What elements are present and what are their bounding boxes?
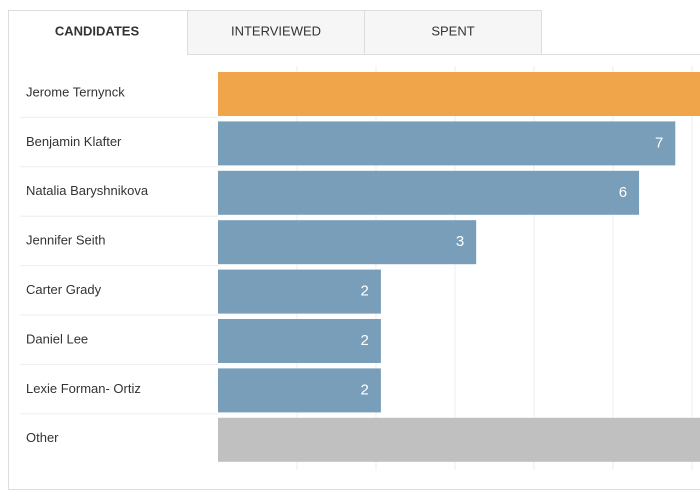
value-label: 2 bbox=[361, 283, 369, 300]
category-label: Natalia Baryshnikova bbox=[26, 183, 149, 198]
tab[interactable] bbox=[364, 10, 542, 55]
tab-label[interactable]: CANDIDATES bbox=[55, 23, 140, 38]
bar bbox=[218, 121, 676, 166]
active-tab-gap bbox=[9, 50, 187, 56]
bar bbox=[218, 417, 700, 462]
value-label: 6 bbox=[619, 184, 627, 201]
bar bbox=[218, 220, 477, 265]
bar bbox=[218, 170, 640, 215]
category-label: Carter Grady bbox=[26, 282, 102, 297]
category-label: Jennifer Seith bbox=[26, 233, 106, 248]
value-label: 2 bbox=[361, 332, 369, 349]
tab[interactable] bbox=[187, 10, 365, 55]
bar bbox=[218, 72, 700, 116]
bar bbox=[218, 368, 381, 413]
category-label: Lexie Forman- Ortiz bbox=[26, 381, 141, 396]
value-label: 7 bbox=[655, 134, 663, 151]
tab-label[interactable]: INTERVIEWED bbox=[231, 23, 321, 38]
category-label: Benjamin Klafter bbox=[26, 134, 122, 149]
category-label: Jerome Ternynck bbox=[26, 84, 125, 99]
category-label: Other bbox=[26, 430, 59, 445]
value-label: 2 bbox=[361, 381, 369, 398]
value-label: 3 bbox=[456, 233, 464, 250]
bar bbox=[218, 269, 381, 314]
tab-label[interactable]: SPENT bbox=[431, 23, 474, 38]
active-tab[interactable] bbox=[8, 10, 188, 56]
bar bbox=[218, 319, 381, 363]
category-label: Daniel Lee bbox=[26, 331, 88, 346]
